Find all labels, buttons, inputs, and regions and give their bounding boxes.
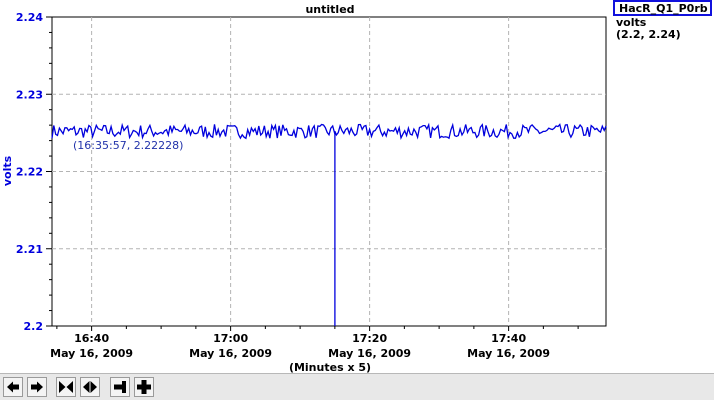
legend-series-box[interactable]: HacR_Q1_P0rb	[613, 0, 712, 16]
x-tick-date-label: May 16, 2009	[328, 347, 411, 360]
zoom-out-x-button[interactable]	[80, 377, 100, 397]
zoom-in-x-button[interactable]	[56, 377, 76, 397]
x-tick-time-label: 17:00	[213, 332, 248, 345]
pan-right-button[interactable]	[27, 377, 47, 397]
pan-left-button[interactable]	[3, 377, 23, 397]
grid	[52, 17, 606, 326]
plus-icon	[137, 380, 151, 394]
arrow-left-icon	[7, 381, 19, 393]
arrows-inward-icon	[59, 381, 73, 393]
y-tick-label: 2.2	[24, 320, 44, 333]
cursor-annotation: (16:35:57, 2.22228)	[73, 139, 183, 152]
x-tick-time-label: 16:40	[74, 332, 109, 345]
minus-icon	[114, 381, 126, 393]
chart-title: untitled	[305, 3, 354, 16]
x-tick-date-label: May 16, 2009	[50, 347, 133, 360]
y-tick-label: 2.22	[16, 166, 43, 179]
y-axis-label: volts	[1, 155, 14, 186]
y-tick-label: 2.23	[16, 88, 43, 101]
arrows-outward-icon	[83, 381, 97, 393]
legend-series-name: HacR_Q1_P0rb	[619, 2, 708, 15]
series-line	[51, 122, 607, 326]
x-tick-time-label: 17:20	[352, 332, 387, 345]
y-tick-label: 2.24	[16, 11, 43, 24]
zoom-in-y-button[interactable]	[134, 377, 154, 397]
x-tick-date-label: May 16, 2009	[189, 347, 272, 360]
legend-series-unit: volts	[616, 16, 647, 29]
x-axis-label: (Minutes x 5)	[289, 361, 371, 373]
x-axis: 16:40 May 16, 2009 17:00 May 16, 2009 17:20 M…	[50, 326, 579, 360]
x-tick-time-label: 17:40	[491, 332, 526, 345]
y-tick-label: 2.21	[16, 243, 43, 256]
legend-series-range: (2.2, 2.24)	[616, 28, 681, 41]
y-axis: 2.24 2.23 2.22 2.21 2.2	[16, 11, 52, 333]
toolbar	[0, 373, 714, 400]
x-tick-date-label: May 16, 2009	[467, 347, 550, 360]
chart: untitled 2.24 2.23 2.22 2.21 2.2 16:40 May 16…	[1, 3, 607, 373]
arrow-right-icon	[31, 381, 43, 393]
zoom-out-y-button[interactable]	[110, 377, 130, 397]
